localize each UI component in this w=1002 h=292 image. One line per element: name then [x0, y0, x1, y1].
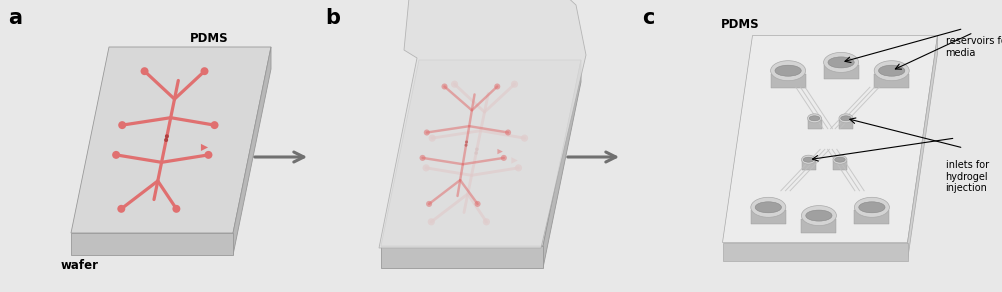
Ellipse shape	[841, 116, 852, 121]
Text: PDMS: PDMS	[190, 32, 228, 45]
Ellipse shape	[833, 155, 847, 164]
Polygon shape	[874, 74, 909, 88]
Ellipse shape	[756, 202, 782, 213]
Circle shape	[521, 135, 528, 142]
Circle shape	[164, 138, 168, 142]
Ellipse shape	[824, 52, 859, 72]
Circle shape	[210, 121, 218, 129]
Ellipse shape	[828, 57, 855, 68]
Ellipse shape	[806, 210, 832, 221]
Ellipse shape	[859, 202, 885, 213]
Circle shape	[117, 205, 125, 213]
Circle shape	[200, 67, 208, 75]
Circle shape	[172, 205, 180, 213]
Circle shape	[465, 140, 468, 144]
Polygon shape	[201, 144, 208, 151]
Polygon shape	[722, 242, 908, 260]
Text: PDMS: PDMS	[720, 18, 760, 30]
Circle shape	[475, 147, 479, 151]
Polygon shape	[771, 74, 806, 88]
Circle shape	[505, 129, 511, 135]
Polygon shape	[511, 157, 518, 164]
Ellipse shape	[802, 155, 816, 164]
Circle shape	[494, 84, 500, 90]
Circle shape	[429, 135, 436, 142]
Circle shape	[474, 151, 478, 155]
Circle shape	[140, 67, 148, 75]
Circle shape	[426, 201, 432, 207]
Circle shape	[204, 151, 212, 159]
Text: b: b	[325, 8, 340, 28]
Polygon shape	[750, 210, 786, 224]
Circle shape	[118, 121, 126, 129]
Polygon shape	[71, 233, 233, 255]
Ellipse shape	[879, 65, 905, 76]
Circle shape	[515, 164, 522, 171]
Circle shape	[428, 218, 435, 225]
Polygon shape	[233, 47, 271, 255]
Polygon shape	[908, 36, 938, 260]
Polygon shape	[543, 60, 581, 268]
Circle shape	[165, 134, 169, 138]
Polygon shape	[824, 65, 859, 79]
Circle shape	[424, 129, 430, 135]
Ellipse shape	[874, 61, 909, 81]
Circle shape	[423, 164, 430, 171]
Ellipse shape	[810, 116, 820, 121]
Circle shape	[112, 151, 120, 159]
Polygon shape	[497, 149, 503, 154]
Ellipse shape	[802, 206, 837, 226]
Circle shape	[475, 201, 481, 207]
Ellipse shape	[808, 114, 822, 123]
Circle shape	[511, 81, 518, 88]
Polygon shape	[381, 246, 543, 268]
Polygon shape	[839, 120, 853, 129]
Polygon shape	[833, 161, 847, 170]
Ellipse shape	[771, 61, 806, 81]
Circle shape	[465, 144, 468, 147]
Circle shape	[451, 81, 458, 88]
Ellipse shape	[804, 157, 814, 162]
Text: a: a	[8, 8, 22, 28]
Text: wafer: wafer	[61, 259, 99, 272]
Ellipse shape	[750, 197, 786, 217]
Circle shape	[501, 155, 507, 161]
Ellipse shape	[775, 65, 802, 76]
Polygon shape	[808, 120, 822, 129]
Ellipse shape	[835, 157, 846, 162]
Polygon shape	[722, 36, 938, 242]
Text: inlets for
hydrogel
injection: inlets for hydrogel injection	[946, 160, 989, 193]
Polygon shape	[381, 60, 581, 246]
Text: c: c	[642, 8, 654, 28]
Circle shape	[442, 84, 448, 90]
Ellipse shape	[839, 114, 853, 123]
Polygon shape	[855, 210, 890, 224]
Polygon shape	[802, 219, 837, 233]
Polygon shape	[71, 47, 271, 233]
Polygon shape	[379, 0, 586, 248]
Ellipse shape	[855, 197, 890, 217]
Circle shape	[420, 155, 426, 161]
Circle shape	[483, 218, 490, 225]
Text: reservoirs for
media: reservoirs for media	[946, 36, 1002, 58]
Polygon shape	[802, 161, 816, 170]
